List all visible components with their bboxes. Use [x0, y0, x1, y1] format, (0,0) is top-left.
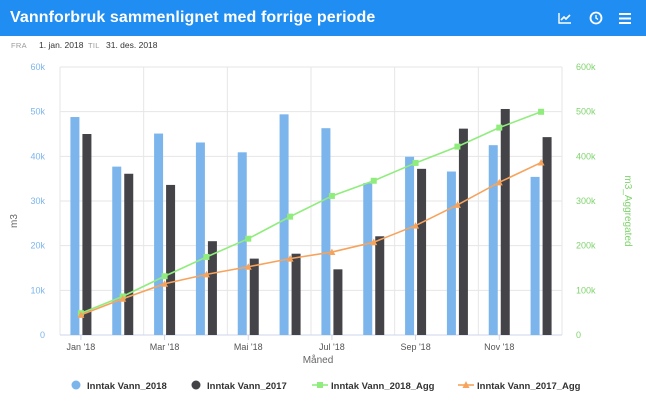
point-agg-2017 [453, 201, 461, 208]
point-agg-2018 [538, 108, 545, 115]
y-tick-label: 20k [30, 241, 45, 251]
y-axis-title: m3 [9, 214, 20, 228]
point-agg-2018 [287, 213, 294, 220]
point-agg-2017 [161, 280, 169, 287]
bar-inntak-2018 [530, 176, 540, 335]
bar-inntak-2018 [237, 152, 247, 335]
bar-inntak-2018 [112, 166, 122, 335]
legend-marker [462, 381, 470, 388]
point-agg-2017 [370, 238, 378, 246]
y-right-tick-label: 500k [576, 107, 596, 117]
y-tick-label: 50k [30, 107, 45, 117]
legend-symbol [71, 380, 81, 390]
x-tick-label: Nov '18 [484, 342, 514, 352]
bar-inntak-2017 [249, 258, 259, 335]
bar-inntak-2017 [458, 128, 468, 335]
legend: Inntak Vann_2018 Inntak Vann_2017 Inntak V… [71, 380, 581, 392]
point-agg-2017 [412, 222, 420, 229]
point-agg-2017 [119, 295, 127, 302]
chart-area: Jan '18 Mar '18 Mai '18 Jul '18 Sep '18 Nov '… [9, 62, 633, 392]
menu-icon[interactable] [615, 8, 635, 28]
bar-inntak-2018 [154, 133, 164, 335]
x-tick-label: Sep '18 [400, 342, 430, 352]
y-right-tick-label: 100k [576, 285, 596, 295]
bar-inntak-2017 [291, 253, 301, 335]
bar-inntak-2017 [82, 134, 92, 335]
line-chart-icon[interactable] [555, 8, 575, 28]
y-right-tick-label: 0 [576, 330, 581, 340]
y-axis-right-title: m3_Aggregated [622, 175, 633, 246]
legend-item-label: Inntak Vann_2018 [87, 381, 167, 392]
point-agg-2018 [161, 273, 168, 280]
x-tick-label: Jan '18 [67, 342, 96, 352]
bar-inntak-2017 [542, 137, 552, 335]
point-agg-2017 [328, 248, 336, 256]
y-tick-label: 60k [30, 62, 45, 72]
x-tick-label: Mar '18 [150, 342, 180, 352]
bar-inntak-2017 [333, 269, 343, 335]
point-agg-2017 [537, 159, 545, 166]
legend-symbol [191, 380, 201, 390]
y-right-tick-label: 400k [576, 151, 596, 161]
point-agg-2018 [245, 235, 252, 242]
bar-inntak-2017 [166, 184, 176, 335]
point-agg-2018 [370, 177, 377, 184]
point-agg-2017 [202, 270, 210, 278]
grid-lines [59, 66, 563, 336]
y-tick-label: 0 [40, 330, 45, 340]
to-date[interactable]: 31. des. 2018 [106, 40, 158, 50]
y-tick-label: 40k [30, 151, 45, 161]
bar-inntak-2017 [500, 108, 510, 335]
bar-series [70, 108, 552, 335]
point-agg-2018 [454, 143, 461, 150]
panel-header: Vannforbruk sammenlignet med forrige per… [0, 0, 646, 36]
y-tick-label: 30k [30, 196, 45, 206]
line-series [77, 108, 545, 318]
point-agg-2017 [244, 263, 252, 270]
bar-inntak-2017 [207, 241, 217, 335]
y-right-tick-label: 600k [576, 62, 596, 72]
bar-inntak-2017 [124, 173, 134, 335]
point-agg-2017 [495, 178, 503, 186]
legend-marker [317, 382, 323, 388]
bar-inntak-2017 [375, 236, 385, 335]
from-date[interactable]: 1. jan. 2018 [39, 40, 84, 50]
date-range: FRA 1. jan. 2018 TIL 31. des. 2018 [0, 36, 646, 56]
legend-item-label: Inntak Vann_2017 [207, 381, 287, 392]
point-agg-2018 [203, 253, 210, 260]
y-tick-label: 10k [30, 285, 45, 295]
line-agg-2018 [80, 111, 542, 314]
bar-inntak-2018 [488, 145, 498, 335]
point-agg-2018 [328, 192, 335, 199]
clock-icon[interactable] [586, 8, 606, 28]
x-tick-label: Jul '18 [319, 342, 345, 352]
bar-inntak-2017 [417, 168, 427, 335]
y-axis-left: 0 10k 20k 30k 40k 50k 60k [30, 62, 45, 340]
from-label: FRA [11, 41, 27, 50]
x-axis-title: Måned [303, 354, 334, 366]
x-axis: Jan '18 Mar '18 Mai '18 Jul '18 Sep '18 Nov '… [60, 334, 562, 352]
bar-inntak-2018 [279, 114, 289, 335]
bar-inntak-2018 [446, 171, 456, 335]
bar-inntak-2018 [195, 142, 205, 335]
panel-title: Vannforbruk sammenlignet med forrige per… [10, 9, 376, 26]
x-tick-label: Mai '18 [234, 342, 263, 352]
point-agg-2017 [77, 311, 85, 318]
y-axis-right: 0 100k 200k 300k 400k 500k 600k [576, 62, 596, 340]
bar-inntak-2018 [70, 117, 80, 335]
bar-inntak-2018 [363, 183, 373, 335]
y-right-tick-label: 300k [576, 196, 596, 206]
bar-inntak-2018 [321, 128, 331, 335]
legend-item-label: Inntak Vann_2017_Agg [477, 381, 581, 392]
to-label: TIL [88, 41, 100, 50]
y-right-tick-label: 200k [576, 241, 596, 251]
point-agg-2017 [286, 255, 294, 262]
bar-inntak-2018 [405, 156, 415, 335]
point-agg-2018 [412, 159, 419, 166]
point-agg-2018 [496, 124, 503, 131]
line-agg-2017 [80, 161, 542, 316]
legend-item-label: Inntak Vann_2018_Agg [331, 381, 435, 392]
